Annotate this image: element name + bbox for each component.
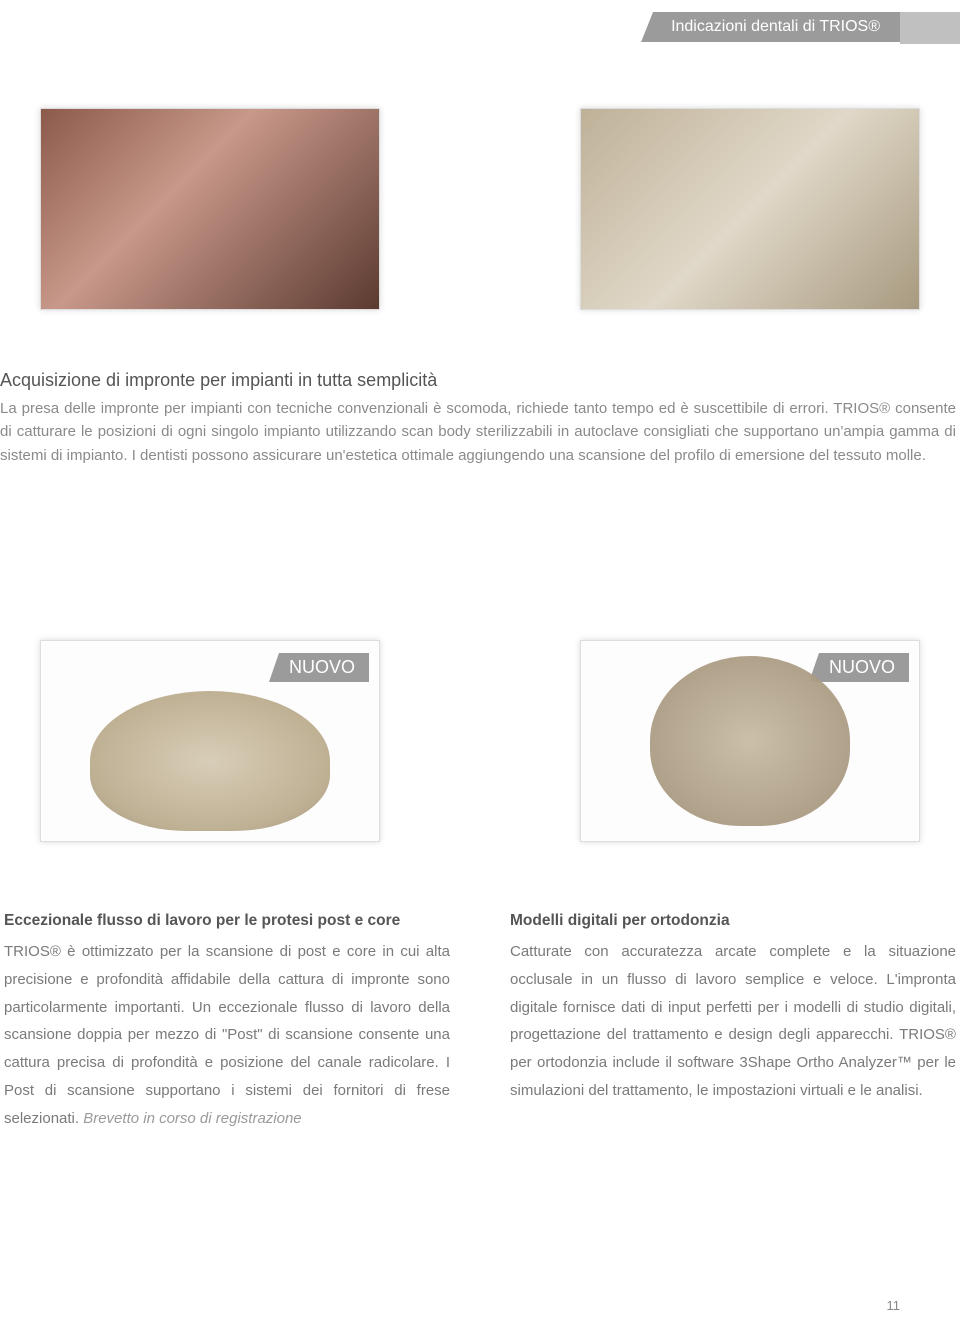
column-left: Eccezionale flusso di lavoro per le prot… — [4, 912, 450, 1132]
image-row-top — [40, 108, 920, 310]
col-left-body-text: TRIOS® è ottimizzato per la scansione di… — [4, 943, 450, 1127]
image-clinical-photo — [40, 108, 380, 310]
header-edge-strip — [900, 12, 960, 44]
section-implants-body: La presa delle impronte per impianti con… — [0, 397, 956, 467]
col-left-title: Eccezionale flusso di lavoro per le prot… — [4, 912, 450, 930]
nuovo-badge: NUOVO — [809, 653, 909, 682]
header-tab: Indicazioni dentali di TRIOS® — [641, 12, 900, 42]
tooth-model-shape — [90, 691, 330, 831]
image-row-bottom: NUOVO NUOVO — [40, 640, 920, 842]
section-implants-title: Acquisizione di impronte per impianti in… — [0, 370, 956, 391]
image-digital-scan — [580, 108, 920, 310]
column-right: Modelli digitali per ortodonzia Catturat… — [510, 912, 956, 1132]
arch-model-shape — [650, 656, 850, 826]
nuovo-badge: NUOVO — [269, 653, 369, 682]
image-post-core-scan: NUOVO — [40, 640, 380, 842]
page-number: 11 — [887, 1298, 901, 1313]
col-right-body: Catturate con accuratezza arcate complet… — [510, 938, 956, 1105]
col-left-body: TRIOS® è ottimizzato per la scansione di… — [4, 938, 450, 1132]
col-left-italic: Brevetto in corso di registrazione — [79, 1110, 302, 1127]
col-right-title: Modelli digitali per ortodonzia — [510, 912, 956, 930]
two-column-text: Eccezionale flusso di lavoro per le prot… — [0, 912, 960, 1132]
image-ortho-arch-scan: NUOVO — [580, 640, 920, 842]
section-implants-text: Acquisizione di impronte per impianti in… — [0, 370, 960, 467]
